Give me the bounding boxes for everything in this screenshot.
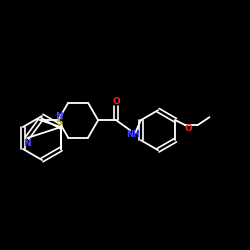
- Text: S: S: [57, 118, 63, 128]
- Text: O: O: [184, 124, 192, 133]
- Text: O: O: [112, 97, 120, 106]
- Text: NH: NH: [126, 130, 140, 139]
- Text: N: N: [24, 138, 31, 147]
- Text: N: N: [55, 112, 63, 121]
